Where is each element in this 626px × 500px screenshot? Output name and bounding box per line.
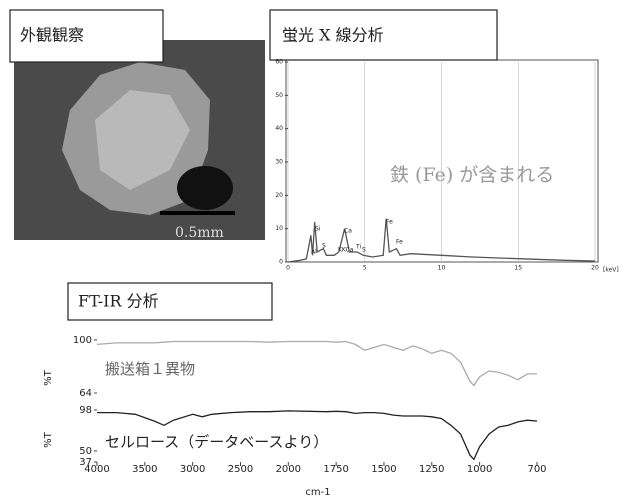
panel-title: FT-IR 分析 (78, 292, 159, 311)
x-tick-label: 1000 (467, 464, 492, 475)
scale-label: 0.5mm (175, 225, 224, 241)
y-tick-label: 98 (79, 405, 92, 416)
peak-label: Al (311, 249, 317, 256)
y-tick-label: 50 (275, 92, 283, 99)
peak-label: Ti (355, 244, 361, 251)
y-axis-label: %T (43, 431, 54, 448)
y-tick-label: 30 (275, 159, 283, 166)
xrf-frame (286, 60, 598, 262)
series-label: 搬送箱１異物 (105, 360, 195, 378)
x-tick-label: 20 (591, 265, 599, 272)
y-tick-label: 50 (79, 446, 92, 457)
y-tick-label: 64 (79, 388, 92, 399)
x-tick-label: 1250 (419, 464, 444, 475)
x-tick-label: 3500 (132, 464, 157, 475)
x-tick-label: 2500 (228, 464, 253, 475)
series-label: セルロース（データベースより） (105, 433, 328, 451)
peak-label: Fe (396, 239, 403, 246)
dark-spot (177, 166, 233, 210)
x-tick-label: 3000 (180, 464, 205, 475)
y-tick-label: 60 (275, 59, 283, 66)
x-tick-label: 1500 (371, 464, 396, 475)
panel-title: 外観観察 (20, 26, 84, 45)
panel-title: 蛍光 X 線分析 (282, 26, 384, 45)
y-tick-label: 10 (275, 225, 283, 232)
peak-label: Ca (344, 228, 352, 235)
x-unit: [keV] (603, 267, 619, 274)
annotation: 鉄 (Fe) が含まれる (390, 164, 554, 186)
x-tick-label: 1750 (323, 464, 348, 475)
figure: 0.5mm 外観観察 蛍光 X 線分析 鉄 (Fe) が含まれる [keV] F… (0, 0, 626, 500)
x-tick-label: 10 (438, 265, 446, 272)
y-tick-label: 100 (73, 335, 92, 346)
x-tick-label: 0 (286, 265, 290, 272)
peak-label: S (362, 247, 366, 254)
x-tick-label: 15 (514, 265, 522, 272)
peak-label: Si (315, 226, 321, 233)
x-tick-label: 700 (527, 464, 546, 475)
y-tick-label: 20 (275, 192, 283, 199)
y-tick-label: 0 (279, 259, 283, 266)
peak-label: S (322, 243, 326, 250)
y-tick-label: 40 (275, 125, 283, 132)
y-axis-label: %T (43, 369, 54, 386)
peak-label: Fe (386, 219, 393, 226)
peak-label: KKCa (338, 247, 354, 254)
x-tick-label: 5 (363, 265, 367, 272)
x-tick-label: 2000 (276, 464, 301, 475)
y-tick-label: 37 (79, 457, 92, 468)
x-axis-label: cm-1 (305, 487, 330, 498)
